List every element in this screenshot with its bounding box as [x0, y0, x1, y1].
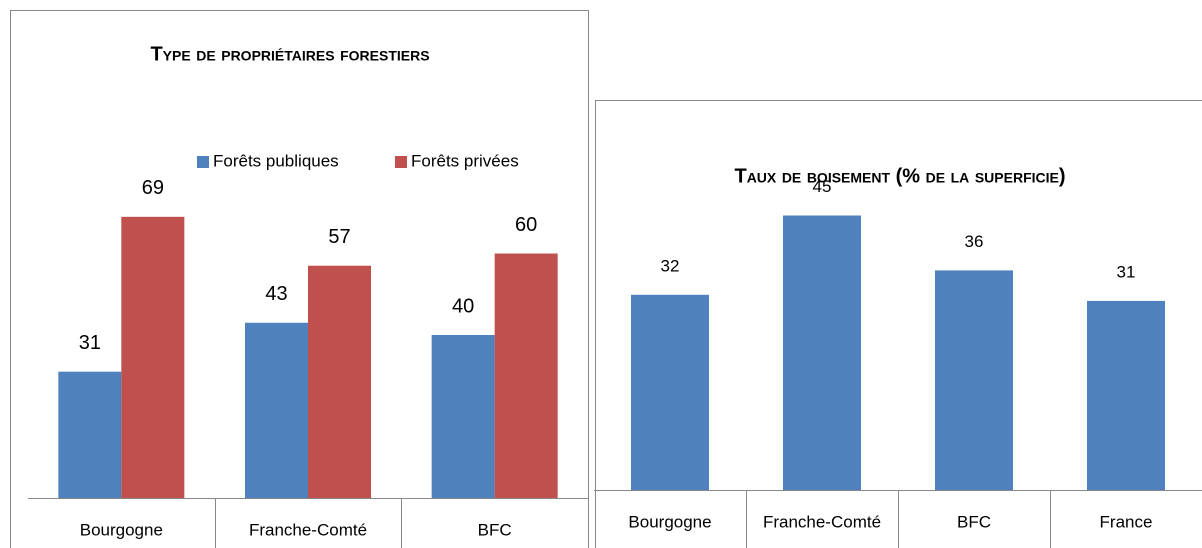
bar: [631, 294, 709, 490]
bar: [121, 216, 185, 498]
bar: [308, 265, 371, 498]
x-tick-label: BFC: [957, 512, 991, 531]
data-label: 32: [661, 256, 680, 275]
bar: [58, 371, 122, 498]
data-label: 31: [1117, 262, 1136, 281]
legend-swatch: [395, 156, 407, 168]
chart-title: Type de propriétaires forestiers: [150, 43, 429, 65]
data-label: 31: [79, 332, 101, 354]
legend-label: Forêts publiques: [213, 151, 339, 170]
data-label: 36: [965, 232, 984, 251]
data-label: 45: [813, 177, 832, 196]
legend-label: Forêts privées: [411, 151, 519, 170]
bar: [431, 335, 495, 498]
data-label: 43: [265, 283, 287, 305]
data-label: 57: [328, 226, 350, 248]
x-tick-label: Franche-Comté: [763, 512, 881, 531]
bar: [494, 253, 558, 498]
x-tick-label: Bourgogne: [628, 512, 711, 531]
x-tick-label: Franche-Comté: [249, 520, 367, 539]
bar: [1087, 300, 1165, 490]
x-tick-label: France: [1100, 512, 1153, 531]
bar: [245, 322, 308, 498]
bar: [783, 215, 861, 490]
legend-swatch: [197, 156, 209, 168]
chart-frame: [595, 100, 1202, 548]
data-label: 60: [515, 214, 537, 236]
data-label: 69: [142, 177, 164, 199]
data-label: 40: [452, 295, 474, 317]
x-tick-label: Bourgogne: [80, 520, 163, 539]
x-tick-label: BFC: [478, 520, 512, 539]
bar: [935, 270, 1013, 490]
chart-frame: [10, 10, 589, 548]
chart-title: Taux de boisement (% de la superficie): [734, 165, 1065, 187]
